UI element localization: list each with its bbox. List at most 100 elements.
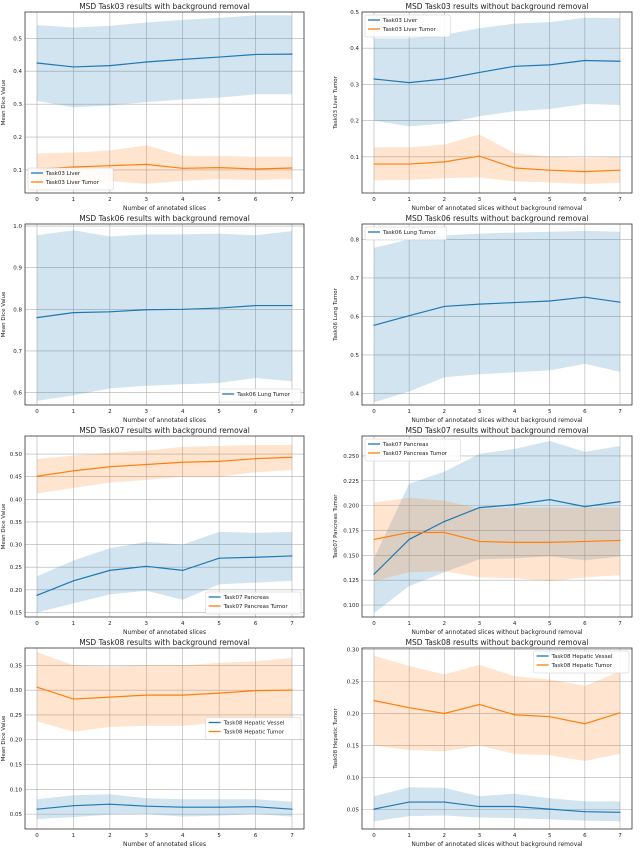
x-tick-label: 5 xyxy=(217,409,221,415)
series-line-blue xyxy=(373,801,621,813)
subplot-4: MSD Task06 results without background re… xyxy=(320,212,640,425)
x-tick-label: 7 xyxy=(290,197,294,203)
data-point xyxy=(36,317,38,319)
x-axis-label: Number of annotated slices without backg… xyxy=(411,205,583,212)
legend-label: Task07 Pancreas xyxy=(382,442,428,448)
y-tick-label: 0.5 xyxy=(13,36,22,42)
data-point xyxy=(218,167,220,169)
y-tick-label: 0.4 xyxy=(350,46,359,52)
data-point xyxy=(145,463,147,466)
y-tick-label: 0.5 xyxy=(350,10,359,16)
x-tick-label: 2 xyxy=(443,621,447,627)
x-tick-label: 1 xyxy=(407,833,411,839)
legend-box xyxy=(205,717,302,740)
y-tick-label: 0.15 xyxy=(10,763,23,769)
y-tick-label: 0.200 xyxy=(343,504,359,510)
data-point xyxy=(443,161,445,163)
x-tick-label: 4 xyxy=(513,197,517,203)
data-point xyxy=(36,62,38,64)
axes-frame xyxy=(24,223,305,406)
series-line-orange xyxy=(373,700,621,725)
data-point xyxy=(373,700,375,702)
x-tick-label: 7 xyxy=(290,833,294,839)
x-tick-label: 3 xyxy=(478,197,482,203)
x-tick-label: 3 xyxy=(145,833,149,839)
x-tick-label: 5 xyxy=(548,621,552,627)
data-point xyxy=(478,303,481,305)
legend-label: Task03 Liver Tumor xyxy=(45,180,100,186)
x-tick-label: 3 xyxy=(478,621,482,627)
confidence-band-orange xyxy=(37,651,292,732)
data-point xyxy=(254,168,257,170)
confidence-band-blue xyxy=(374,440,620,614)
data-point xyxy=(584,540,586,543)
x-tick-label: 3 xyxy=(478,833,482,839)
x-tick-label: 6 xyxy=(254,409,258,415)
legend: Task07 Pancreas Task07 Pancreas Tumor xyxy=(205,591,302,615)
data-point xyxy=(182,58,184,60)
y-tick-label: 0.35 xyxy=(10,520,23,526)
subplot-1: MSD Task03 results with background remov… xyxy=(0,0,320,213)
y-axis-label: Mean Dice Value xyxy=(1,715,7,761)
data-point xyxy=(373,163,375,165)
confidence-band-orange xyxy=(37,445,292,494)
data-point xyxy=(291,689,293,691)
data-point xyxy=(145,163,147,165)
y-tick-label: 0.20 xyxy=(10,738,23,744)
legend-label: Task07 Pancreas Tumor xyxy=(223,604,289,610)
data-point xyxy=(36,475,38,477)
y-tick-label: 0.4 xyxy=(13,69,22,75)
x-tick-label: 6 xyxy=(254,621,258,627)
data-point xyxy=(218,307,220,309)
x-axis-label: Number of annotated slices xyxy=(123,629,206,636)
data-point xyxy=(291,53,293,55)
y-tick-label: 0.20 xyxy=(347,711,360,717)
data-point xyxy=(513,805,516,808)
y-tick-label: 0.2 xyxy=(13,135,22,141)
legend-label: Task06 Lung Tumor xyxy=(236,392,291,398)
y-tick-label: 0.6 xyxy=(350,314,359,320)
legend-label: Task08 Hepatic Tumor xyxy=(551,663,613,669)
data-point xyxy=(254,53,257,56)
series-line-orange xyxy=(374,155,621,173)
y-tick-label: 0.15 xyxy=(10,610,23,616)
confidence-band-blue xyxy=(374,787,620,822)
data-point xyxy=(72,166,75,168)
data-point xyxy=(145,565,147,567)
data-point xyxy=(36,808,38,810)
data-point xyxy=(254,458,257,460)
data-point xyxy=(478,805,481,808)
legend-box xyxy=(205,591,302,615)
legend-box xyxy=(533,650,630,674)
chart-title: MSD Task07 results without background re… xyxy=(406,426,589,435)
x-axis-label: Number of annotated slices without backg… xyxy=(411,417,583,424)
y-tick-label: 0.3 xyxy=(350,82,359,88)
x-tick-label: 4 xyxy=(181,833,185,839)
data-point xyxy=(443,520,445,523)
data-point xyxy=(373,78,375,80)
subplot-6: MSD Task07 results without background re… xyxy=(320,424,640,637)
x-tick-label: 2 xyxy=(443,409,447,415)
x-axis-label: Number of annotated slices without backg… xyxy=(411,841,583,848)
y-tick-label: 0.25 xyxy=(10,713,23,719)
data-point xyxy=(109,311,111,313)
series-line-blue xyxy=(373,59,621,84)
x-tick-label: 4 xyxy=(513,833,517,839)
y-tick-label: 0.2 xyxy=(350,119,359,125)
data-point xyxy=(218,692,220,694)
y-tick-label: 0.1 xyxy=(350,155,359,161)
x-tick-label: 5 xyxy=(217,833,221,839)
chart-svg: MSD Task03 results with background remov… xyxy=(1,2,305,212)
x-tick-label: 4 xyxy=(181,409,185,415)
data-point xyxy=(549,499,551,501)
data-point xyxy=(291,555,293,557)
series-line-orange xyxy=(36,686,293,700)
x-tick-label: 0 xyxy=(372,621,376,627)
data-point xyxy=(182,308,184,310)
axes-frame xyxy=(24,435,305,618)
legend-label: Task08 Hepatic Vessel xyxy=(223,721,285,727)
confidence-band-blue xyxy=(37,15,292,108)
x-tick-label: 1 xyxy=(407,409,411,415)
data-point xyxy=(182,569,184,571)
confidence-band-orange xyxy=(374,134,620,184)
